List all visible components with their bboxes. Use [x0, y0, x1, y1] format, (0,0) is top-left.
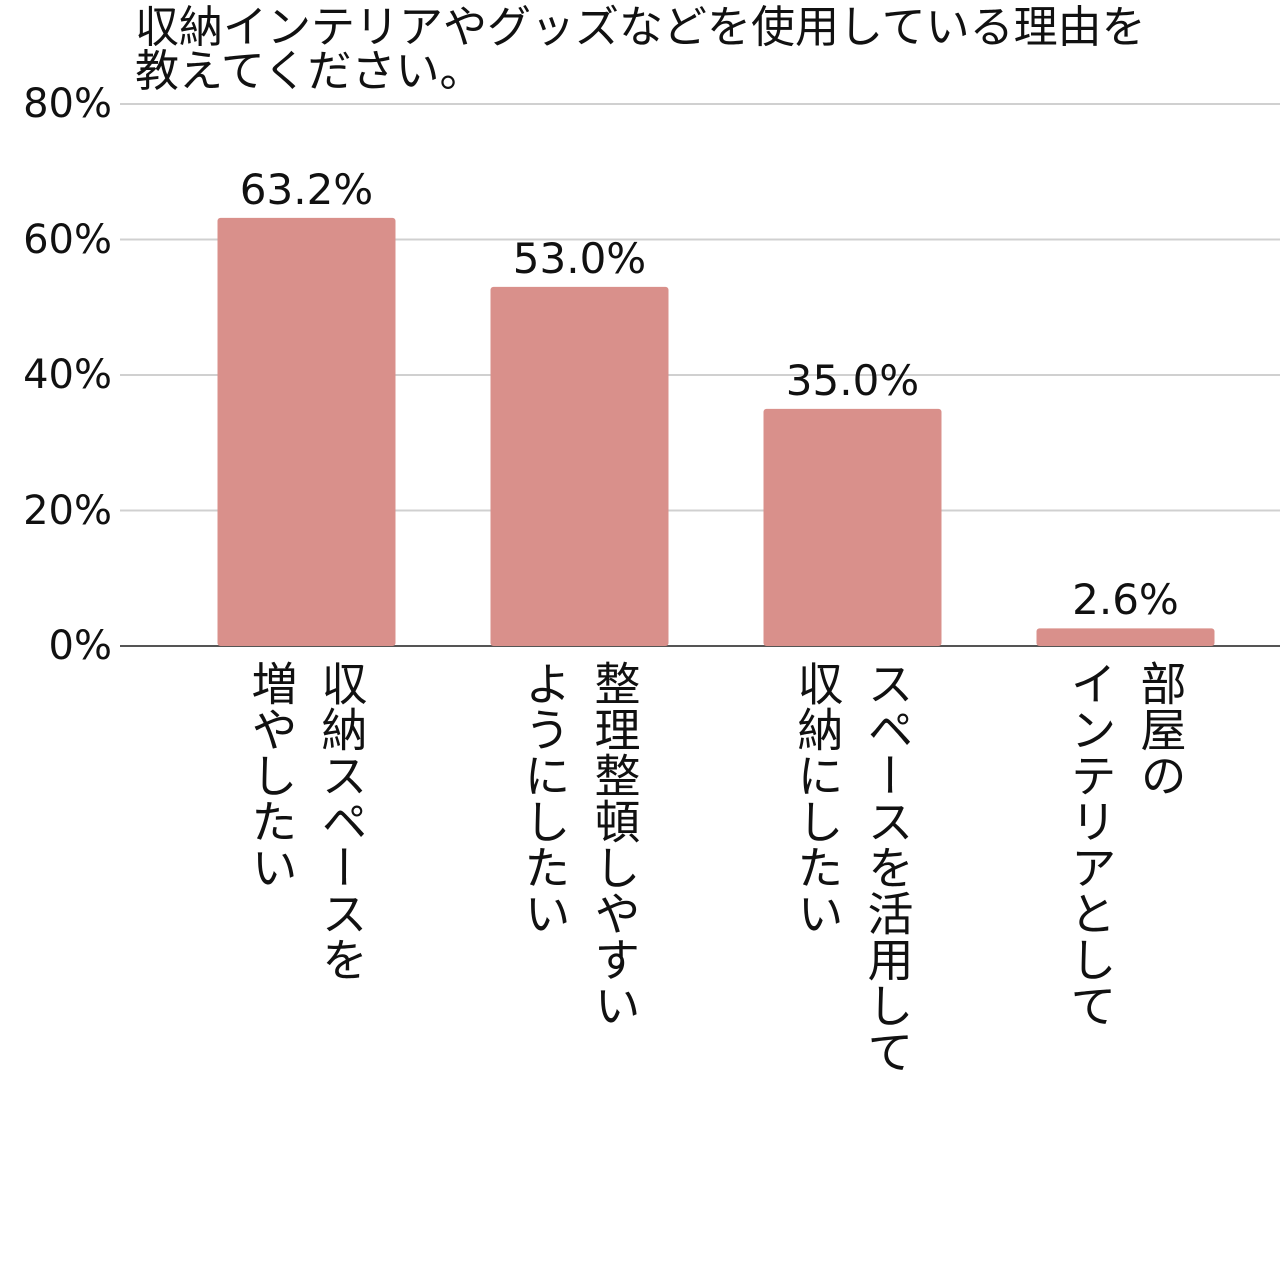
value-label: 53.0% [512, 233, 647, 283]
x-tick-label: 整理整頓しやすい ようにしたい [517, 660, 642, 1028]
x-tick-label: 部屋の インテリアとして [1063, 660, 1188, 1028]
x-tick-label: スペースを活用して 収納にしたい [790, 660, 915, 1074]
bar [217, 217, 396, 646]
bar [763, 408, 942, 646]
y-tick-label: 0% [48, 623, 112, 669]
y-tick-label: 60% [23, 216, 112, 263]
value-label: 63.2% [239, 164, 374, 214]
x-tick-label: 収納スペースを 増やしたい [244, 660, 369, 982]
bar [1036, 628, 1215, 646]
value-label: 2.6% [1072, 575, 1179, 625]
y-tick-label: 80% [23, 81, 112, 127]
y-tick-label: 20% [23, 487, 112, 534]
chart-title: 収納インテリアやグッズなどを使用している理由を 教えてください。 [135, 2, 1146, 97]
y-tick-label: 40% [23, 352, 112, 398]
bar [490, 286, 669, 646]
value-label: 35.0% [785, 355, 920, 405]
